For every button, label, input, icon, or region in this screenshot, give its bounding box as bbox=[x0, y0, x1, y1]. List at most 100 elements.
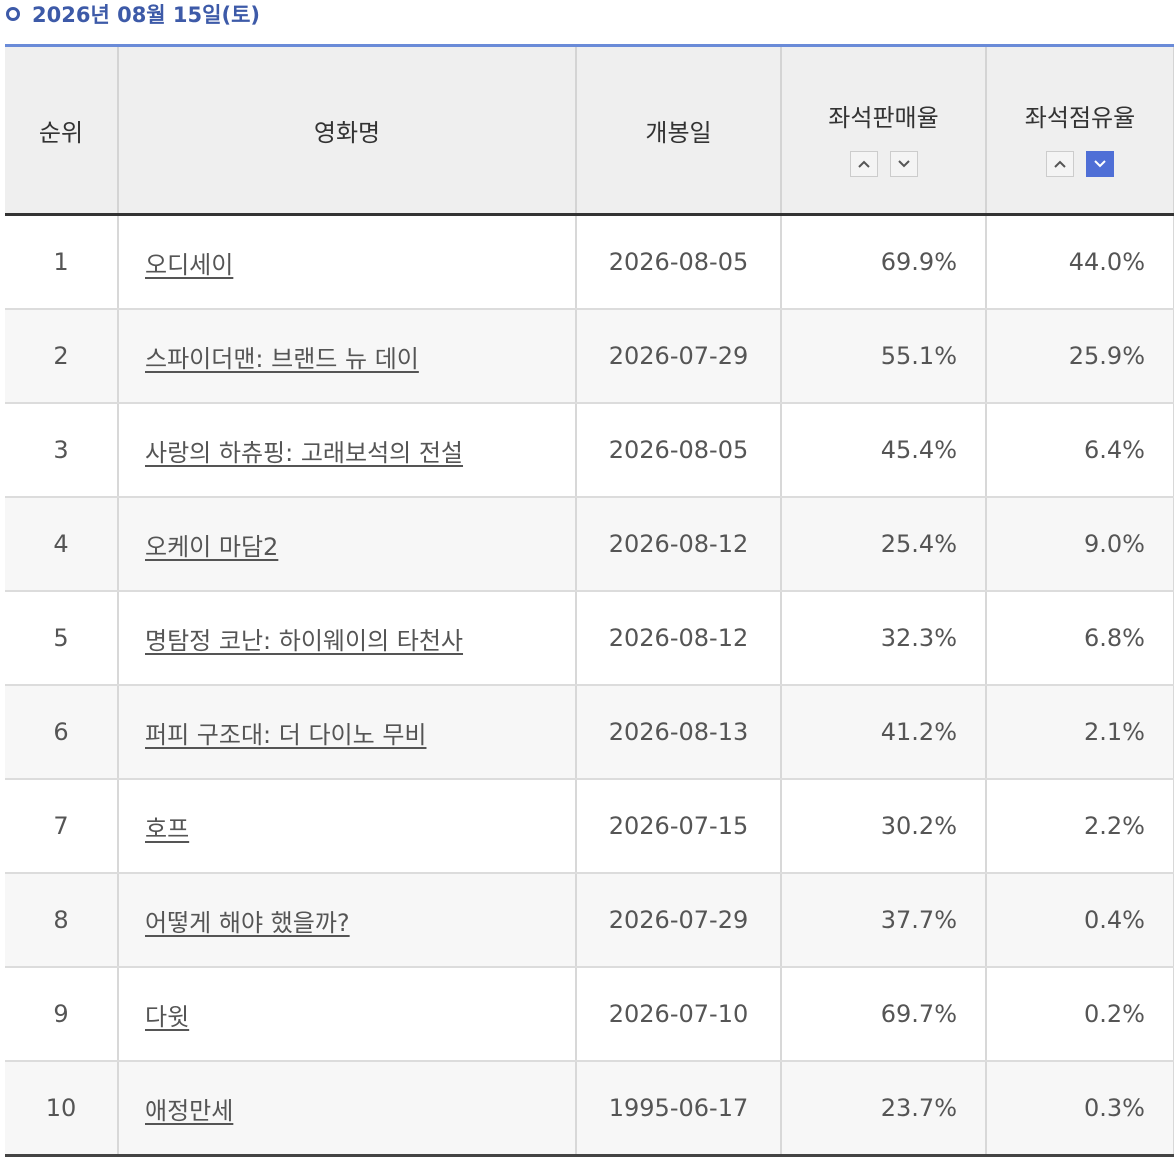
rank: 6 bbox=[53, 718, 69, 746]
bullet-icon bbox=[6, 7, 20, 21]
table-cell: 9 bbox=[5, 967, 119, 1062]
seat-sales-rate: 37.7% bbox=[880, 906, 957, 934]
table-body: 1 오디세이 2026-08-05 69.9% 44.0% 2 스파이더맨: 브랜드 뉴 데… bbox=[5, 214, 1174, 1157]
movie-link[interactable]: 오케이 마담2 bbox=[145, 532, 279, 561]
seat-share: 0.2% bbox=[1084, 1000, 1145, 1028]
table-cell: 25.4% bbox=[781, 497, 987, 592]
table-row: 3 사랑의 하츄핑: 고래보석의 전설 2026-08-05 45.4% 6.4% bbox=[5, 403, 1174, 498]
arrow-icon bbox=[897, 159, 910, 167]
table-cell: 6 bbox=[5, 685, 119, 780]
rank: 4 bbox=[53, 530, 69, 558]
movie-link[interactable]: 애정만세 bbox=[145, 1096, 234, 1125]
seat-share: 9.0% bbox=[1084, 530, 1145, 558]
table-cell: 4 bbox=[5, 497, 119, 592]
table-cell: 0.4% bbox=[986, 873, 1174, 968]
table-cell: 44.0% bbox=[986, 214, 1174, 310]
seat-sales-rate: 23.7% bbox=[880, 1094, 957, 1122]
table-cell: 2026-08-12 bbox=[576, 497, 782, 592]
table-cell: 2026-07-10 bbox=[576, 967, 782, 1062]
seat-sales-rate: 41.2% bbox=[880, 718, 957, 746]
table-cell: 퍼피 구조대: 더 다이노 무비 bbox=[118, 685, 577, 780]
table-cell: 2026-08-05 bbox=[576, 214, 782, 310]
seat-sales-rate: 69.7% bbox=[880, 1000, 957, 1028]
table-cell: 23.7% bbox=[781, 1061, 987, 1157]
table-cell: 37.7% bbox=[781, 873, 987, 968]
table-cell: 10 bbox=[5, 1061, 119, 1157]
table-cell: 1 bbox=[5, 214, 119, 310]
table-row: 9 다윗 2026-07-10 69.7% 0.2% bbox=[5, 967, 1174, 1062]
movie-link[interactable]: 다윗 bbox=[145, 1002, 190, 1031]
column-header[interactable]: 좌석점유율 bbox=[986, 47, 1174, 216]
sort-controls bbox=[782, 150, 985, 177]
table-cell: 41.2% bbox=[781, 685, 987, 780]
sort-desc-button[interactable] bbox=[889, 150, 918, 177]
header-label: 영화명 bbox=[313, 118, 381, 147]
movie-link[interactable]: 오디세이 bbox=[145, 250, 234, 279]
sort-desc-button[interactable] bbox=[1086, 150, 1114, 177]
table-cell: 2026-07-29 bbox=[576, 873, 782, 968]
release-date: 2026-07-10 bbox=[608, 1000, 749, 1028]
header-label: 순위 bbox=[38, 118, 84, 147]
table-cell: 30.2% bbox=[781, 779, 987, 874]
table-cell: 6.4% bbox=[986, 403, 1174, 498]
release-date: 2026-08-12 bbox=[608, 530, 749, 558]
column-header[interactable]: 좌석판매율 bbox=[781, 47, 987, 216]
release-date: 2026-07-15 bbox=[608, 812, 749, 840]
table-cell: 25.9% bbox=[986, 309, 1174, 404]
release-date: 1995-06-17 bbox=[608, 1094, 749, 1122]
release-date: 2026-07-29 bbox=[608, 906, 749, 934]
table-cell: 스파이더맨: 브랜드 뉴 데이 bbox=[118, 309, 577, 404]
table-cell: 다윗 bbox=[118, 967, 577, 1062]
movie-link[interactable]: 사랑의 하츄핑: 고래보석의 전설 bbox=[145, 438, 464, 467]
arrow-icon bbox=[1054, 160, 1066, 168]
table-cell: 69.9% bbox=[781, 214, 987, 310]
table-cell: 2026-08-12 bbox=[576, 591, 782, 686]
rank: 10 bbox=[45, 1094, 77, 1122]
header-rule bbox=[5, 44, 1174, 47]
table-cell: 6.8% bbox=[986, 591, 1174, 686]
seat-share: 0.3% bbox=[1084, 1094, 1145, 1122]
header-label: 개봉일 bbox=[645, 118, 712, 147]
table-row: 8 어떻게 해야 했을까? 2026-07-29 37.7% 0.4% bbox=[5, 873, 1174, 968]
table-cell: 2.2% bbox=[986, 779, 1174, 874]
sort-asc-button[interactable] bbox=[849, 150, 878, 177]
table-row: 5 명탐정 코난: 하이웨이의 타천사 2026-08-12 32.3% 6.8% bbox=[5, 591, 1174, 686]
movie-link[interactable]: 스파이더맨: 브랜드 뉴 데이 bbox=[145, 344, 419, 373]
table-cell: 1995-06-17 bbox=[576, 1061, 782, 1157]
release-date: 2026-08-05 bbox=[608, 436, 749, 464]
seat-share: 0.4% bbox=[1084, 906, 1145, 934]
table-cell: 55.1% bbox=[781, 309, 987, 404]
rank: 3 bbox=[53, 436, 69, 464]
movie-link[interactable]: 퍼피 구조대: 더 다이노 무비 bbox=[145, 720, 427, 749]
sort-controls bbox=[987, 150, 1173, 177]
seat-sales-rate: 25.4% bbox=[880, 530, 957, 558]
movie-link[interactable]: 호프 bbox=[145, 814, 190, 843]
table-cell: 9.0% bbox=[986, 497, 1174, 592]
table-cell: 호프 bbox=[118, 779, 577, 874]
rank: 2 bbox=[53, 342, 69, 370]
seat-share: 2.1% bbox=[1084, 718, 1145, 746]
table-cell: 45.4% bbox=[781, 403, 987, 498]
table-cell: 8 bbox=[5, 873, 119, 968]
table-cell: 사랑의 하츄핑: 고래보석의 전설 bbox=[118, 403, 577, 498]
movie-link[interactable]: 어떻게 해야 했을까? bbox=[145, 908, 350, 937]
table-row: 4 오케이 마담2 2026-08-12 25.4% 9.0% bbox=[5, 497, 1174, 592]
table-cell: 7 bbox=[5, 779, 119, 874]
seat-sales-rate: 32.3% bbox=[880, 624, 957, 652]
rank: 7 bbox=[53, 812, 69, 840]
movie-link[interactable]: 명탐정 코난: 하이웨이의 타천사 bbox=[145, 626, 464, 655]
table-cell: 5 bbox=[5, 591, 119, 686]
table-cell: 3 bbox=[5, 403, 119, 498]
table-cell: 애정만세 bbox=[118, 1061, 577, 1157]
table-row: 6 퍼피 구조대: 더 다이노 무비 2026-08-13 41.2% 2.1% bbox=[5, 685, 1174, 780]
sort-asc-button[interactable] bbox=[1046, 150, 1074, 177]
seat-sales-rate: 30.2% bbox=[880, 812, 957, 840]
table-cell: 0.2% bbox=[986, 967, 1174, 1062]
rank: 9 bbox=[53, 1000, 69, 1028]
arrow-icon bbox=[1094, 159, 1106, 167]
rank: 5 bbox=[53, 624, 69, 652]
seat-share: 6.4% bbox=[1084, 436, 1145, 464]
table-cell: 2.1% bbox=[986, 685, 1174, 780]
table-cell: 어떻게 해야 했을까? bbox=[118, 873, 577, 968]
